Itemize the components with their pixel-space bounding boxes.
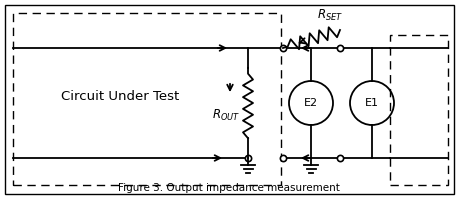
Text: $R_{SET}$: $R_{SET}$ (317, 7, 343, 22)
Bar (13, 13, 281, 185)
Text: E1: E1 (365, 98, 379, 108)
Bar (390, 35, 448, 185)
Text: E2: E2 (304, 98, 318, 108)
Text: Figure 3. Output impedance measurement: Figure 3. Output impedance measurement (118, 183, 340, 193)
Text: $R_{OUT}$: $R_{OUT}$ (212, 107, 240, 123)
Text: Circuit Under Test: Circuit Under Test (61, 91, 179, 103)
